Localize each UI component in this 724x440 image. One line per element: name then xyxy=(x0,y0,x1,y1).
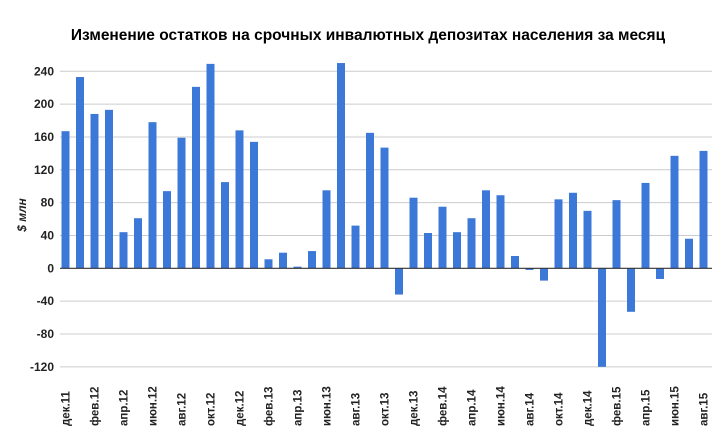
y-tick-label: -120 xyxy=(30,360,54,374)
bar xyxy=(192,86,200,269)
chart-title: Изменение остатков на срочных инвалютных… xyxy=(71,27,666,44)
x-tick-label: фев.15 xyxy=(612,386,624,426)
bar xyxy=(482,190,490,269)
bar xyxy=(119,232,128,269)
bar xyxy=(177,137,186,269)
x-tick-label: фев.12 xyxy=(90,387,102,426)
bar xyxy=(134,218,142,269)
bar xyxy=(670,155,679,269)
y-tick-label: 200 xyxy=(34,97,54,111)
bar xyxy=(438,206,447,269)
bar xyxy=(61,131,70,269)
y-tick-label: -40 xyxy=(37,294,55,308)
bar xyxy=(612,200,621,269)
bar xyxy=(90,113,99,269)
x-tick-label: июн.15 xyxy=(670,386,682,426)
x-tick-label: дек.12 xyxy=(235,391,247,426)
y-axis-label: $ млн xyxy=(15,197,29,232)
x-tick-label: окт.13 xyxy=(380,393,392,426)
x-tick-label: апр.14 xyxy=(467,389,479,426)
bar xyxy=(554,199,563,269)
x-tick-label: июн.14 xyxy=(496,386,508,426)
bar xyxy=(467,218,476,269)
x-tick-label: авг.12 xyxy=(177,393,189,426)
y-axis-ticks: 240 200 160 120 80 40 0 -40 -80 -120 xyxy=(30,64,54,374)
x-tick-label: июн.13 xyxy=(322,386,334,426)
x-tick-label: апр.13 xyxy=(293,390,305,426)
x-tick-label: дек.13 xyxy=(409,391,421,426)
y-tick-label: 160 xyxy=(34,130,54,144)
bar xyxy=(351,225,360,269)
x-tick-label: авг.14 xyxy=(525,392,537,426)
bar xyxy=(685,238,693,269)
bar xyxy=(264,259,273,269)
y-tick-label: -80 xyxy=(37,327,55,341)
bar xyxy=(511,255,519,269)
bar xyxy=(380,147,389,269)
bar xyxy=(598,268,606,367)
bar xyxy=(105,109,113,269)
bar xyxy=(453,232,461,269)
bar xyxy=(366,132,374,269)
y-tick-label: 240 xyxy=(34,64,54,78)
x-tick-label: окт.14 xyxy=(554,392,566,426)
bar xyxy=(496,195,505,269)
y-tick-label: 40 xyxy=(41,228,55,242)
x-tick-label: апр.15 xyxy=(641,389,653,426)
bar xyxy=(337,63,345,269)
x-tick-label: фев.13 xyxy=(264,387,276,426)
x-tick-label: апр.12 xyxy=(119,390,131,426)
x-tick-label: дек.14 xyxy=(583,390,595,426)
x-axis-ticks: дек.11 фев.12 апр.12 июн.12 авг.12 окт.12 дек.… xyxy=(61,386,711,426)
bar xyxy=(308,251,316,269)
bar xyxy=(656,268,664,279)
x-tick-label: июн.12 xyxy=(148,386,160,426)
y-tick-label: 80 xyxy=(41,196,55,210)
x-tick-label: авг.13 xyxy=(351,393,363,426)
bar xyxy=(279,252,287,269)
bar xyxy=(583,210,592,269)
bar xyxy=(395,268,403,295)
y-tick-label: 0 xyxy=(47,261,54,275)
bar xyxy=(641,182,650,269)
x-tick-label: окт.12 xyxy=(206,393,218,426)
bar xyxy=(221,182,229,269)
bar xyxy=(525,268,534,270)
bar xyxy=(76,77,84,269)
bar xyxy=(235,130,244,269)
bar xyxy=(322,190,331,269)
bar xyxy=(163,191,171,269)
bar xyxy=(250,141,258,269)
bar xyxy=(424,232,432,269)
bar xyxy=(293,266,302,269)
bar xyxy=(409,197,418,269)
bar xyxy=(627,268,635,312)
x-tick-label: фев.14 xyxy=(438,386,450,426)
bar xyxy=(206,63,215,269)
bar xyxy=(148,122,157,269)
x-tick-label: авг.15 xyxy=(699,392,711,426)
y-tick-label: 120 xyxy=(34,163,54,177)
bar xyxy=(569,192,577,269)
bar xyxy=(699,150,708,269)
bar xyxy=(540,268,548,281)
bars xyxy=(60,63,712,367)
x-tick-label: дек.11 xyxy=(61,391,73,426)
